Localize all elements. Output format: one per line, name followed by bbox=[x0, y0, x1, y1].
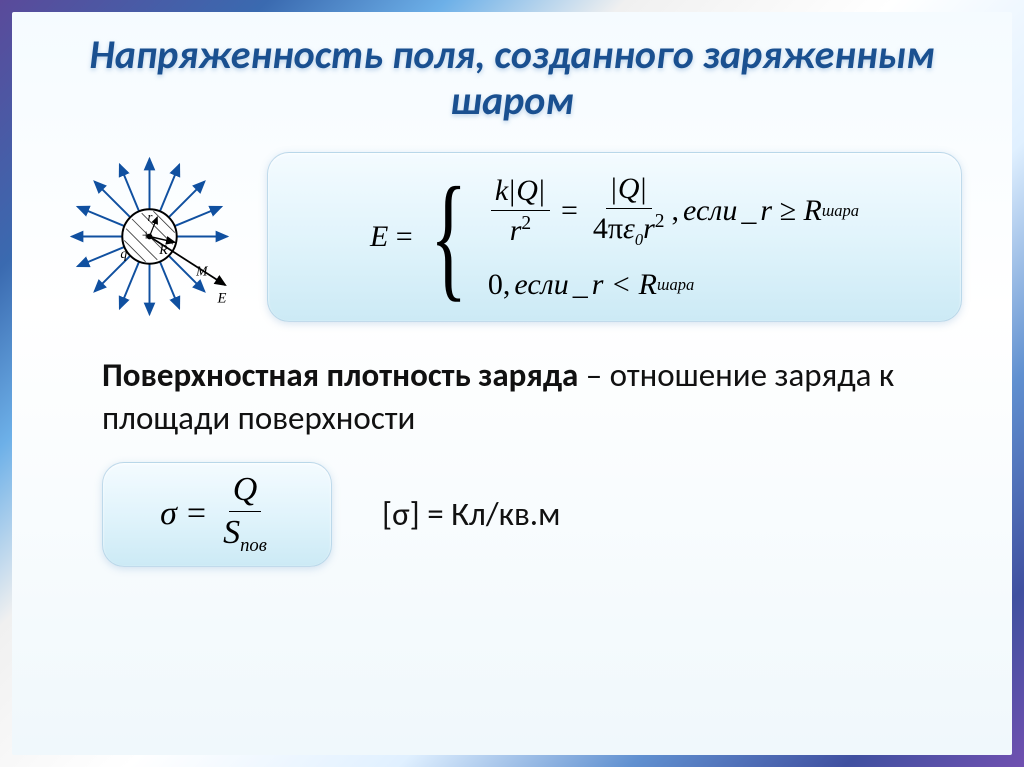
formula-main-box: E = { k|Q| r2 = |Q| 4πε0r2 bbox=[267, 152, 962, 322]
row-sigma: σ = Q Sпов [σ] = Кл/кв.м bbox=[102, 462, 962, 567]
slide-title: Напряженность поля, созданного заряженны… bbox=[62, 32, 962, 124]
formula-case2: 0 , если _ r < Rшара bbox=[488, 268, 859, 302]
formula-sigma-box: σ = Q Sпов bbox=[102, 462, 332, 567]
slide-content: Напряженность поля, созданного заряженны… bbox=[12, 12, 1012, 755]
svg-text:R: R bbox=[158, 242, 168, 257]
unit-text: [σ] = Кл/кв.м bbox=[382, 494, 560, 534]
body-bold: Поверхностная плотность заряда bbox=[102, 355, 578, 395]
formula-lhs: E bbox=[370, 220, 388, 253]
formula-main: E = { k|Q| r2 = |Q| 4πε0r2 bbox=[370, 172, 859, 302]
formula-sigma: σ = Q Sпов bbox=[160, 471, 274, 557]
body-text: Поверхностная плотность заряда – отношен… bbox=[102, 354, 962, 440]
sphere-diagram: + R r q M E bbox=[62, 149, 237, 324]
formula-case1: k|Q| r2 = |Q| 4πε0r2 , если _ r ≥ Rша bbox=[488, 172, 859, 250]
svg-text:E: E bbox=[217, 291, 227, 307]
row-diagram-formula: + R r q M E E = { k|Q| bbox=[62, 149, 962, 324]
svg-text:r: r bbox=[148, 210, 153, 224]
svg-text:q: q bbox=[120, 246, 127, 261]
